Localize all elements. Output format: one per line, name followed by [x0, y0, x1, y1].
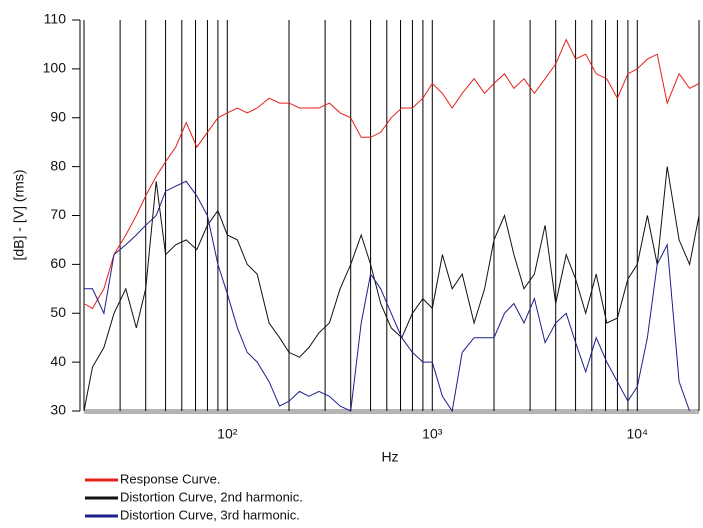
x-tick-label: 10³ [422, 426, 443, 442]
x-tick-label: 10² [217, 426, 238, 442]
y-tick-label: 80 [50, 157, 66, 173]
y-tick-label: 110 [44, 11, 67, 27]
legend-label: Distortion Curve, 2nd harmonic. [120, 489, 303, 504]
y-axis-label: [dB] - [V] (rms) [11, 170, 27, 261]
x-axis-label: Hz [381, 449, 398, 465]
y-tick-label: 50 [50, 304, 66, 320]
series-line [83, 38, 700, 310]
y-tick-label: 70 [50, 206, 66, 222]
y-tick-label: 30 [50, 402, 66, 418]
y-tick-label: 100 [43, 60, 67, 76]
legend-label: Distortion Curve, 3rd harmonic. [120, 507, 300, 522]
bottom-bar [84, 409, 699, 414]
y-tick-label: 60 [50, 255, 66, 271]
y-tick-label: 90 [50, 108, 66, 124]
series-line [84, 180, 691, 413]
x-tick-label: 10⁴ [626, 426, 648, 442]
y-tick-label: 40 [50, 353, 66, 369]
legend-label: Response Curve. [120, 471, 220, 486]
series-line [83, 166, 700, 412]
